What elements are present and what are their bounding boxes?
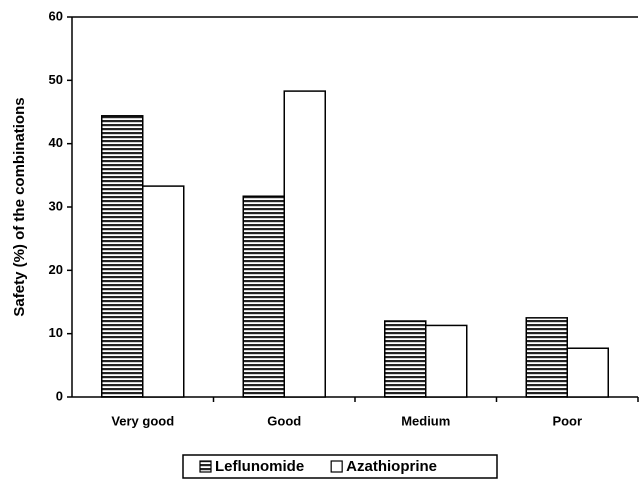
bar — [283, 90, 326, 398]
x-tick-label: Poor — [552, 413, 582, 428]
x-tick-label: Very good — [111, 413, 174, 428]
bar — [101, 115, 144, 398]
bar — [566, 347, 609, 398]
legend-label: Leflunomide — [215, 458, 304, 475]
y-tick-label: 0 — [56, 388, 63, 403]
bar — [242, 195, 285, 398]
bar — [142, 185, 185, 398]
y-tick-label: 50 — [49, 72, 63, 87]
bar — [425, 324, 468, 398]
bar — [384, 320, 427, 398]
y-tick-label: 20 — [49, 262, 63, 277]
x-tick-label: Good — [267, 413, 301, 428]
legend-label: Azathioprine — [346, 458, 437, 475]
bar — [525, 317, 568, 398]
legend-swatch — [199, 460, 212, 473]
y-tick-label: 40 — [49, 135, 63, 150]
y-tick-label: 60 — [49, 8, 63, 23]
y-axis-label: Safety (%) of the combinations — [11, 97, 28, 316]
y-tick-label: 10 — [49, 325, 63, 340]
legend-swatch — [330, 460, 343, 473]
y-tick-label: 30 — [49, 198, 63, 213]
x-tick-label: Medium — [401, 413, 450, 428]
